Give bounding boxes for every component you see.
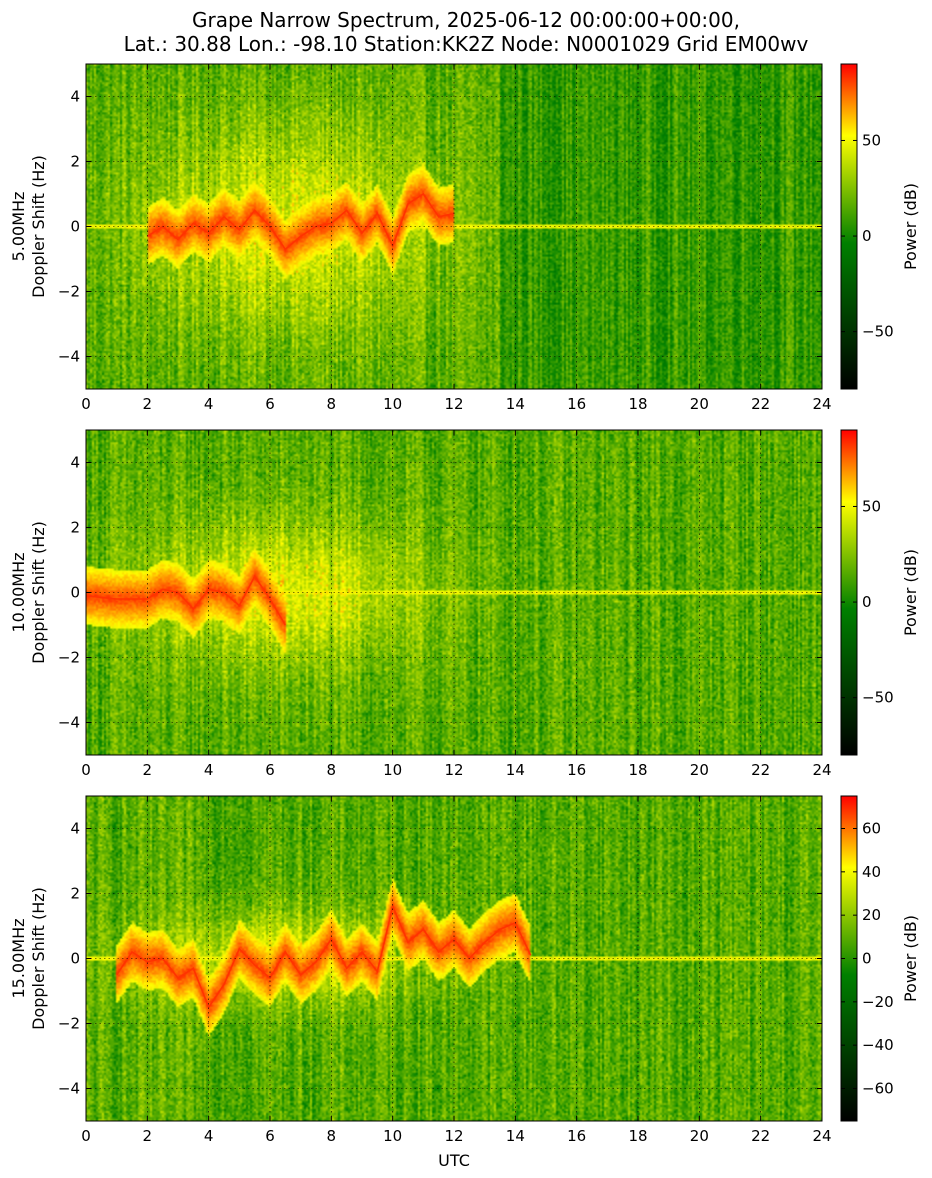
y-tick-label: 2 xyxy=(70,519,80,537)
colorbar-label: Power (dB) xyxy=(901,915,920,1002)
x-tick-label: 14 xyxy=(506,761,525,779)
x-tick-label: 2 xyxy=(143,761,153,779)
x-tick-label: 2 xyxy=(143,395,153,413)
colorbar-tick-label: −50 xyxy=(862,323,894,341)
colorbar xyxy=(840,63,858,390)
y-tick-label: −4 xyxy=(58,714,80,732)
chart-title-line-2: Lat.: 30.88 Lon.: -98.10 Station:KK2Z No… xyxy=(123,32,809,56)
x-tick-label: 14 xyxy=(506,1127,525,1145)
y-tick-label: 2 xyxy=(70,153,80,171)
x-tick-label: 16 xyxy=(567,1127,586,1145)
x-tick-label: 10 xyxy=(383,1127,402,1145)
x-tick-label: 16 xyxy=(567,395,586,413)
colorbar xyxy=(840,429,858,756)
x-tick-label: 16 xyxy=(567,761,586,779)
x-tick-label: 4 xyxy=(204,761,214,779)
x-tick-label: 20 xyxy=(690,395,709,413)
y-tick-label: −2 xyxy=(58,649,80,667)
y-axis-label-frequency: 5.00MHz xyxy=(9,192,28,262)
colorbar-tick-label: 0 xyxy=(862,593,872,611)
x-tick-label: 8 xyxy=(327,395,337,413)
doppler-trace xyxy=(116,903,532,1010)
x-tick-label: 4 xyxy=(204,395,214,413)
y-tick-label: −4 xyxy=(58,1080,80,1098)
x-tick-label: 0 xyxy=(81,761,91,779)
x-tick-label: 22 xyxy=(751,761,770,779)
x-tick-label: 6 xyxy=(265,1127,275,1145)
y-tick-label: 0 xyxy=(70,950,80,968)
y-tick-label: 4 xyxy=(70,820,80,838)
x-tick-label: 4 xyxy=(204,1127,214,1145)
y-axis-label-frequency: 10.00MHz xyxy=(9,552,28,632)
x-tick-label: 12 xyxy=(444,761,463,779)
doppler-trace xyxy=(146,192,455,251)
x-tick-label: 22 xyxy=(751,395,770,413)
y-tick-label: −2 xyxy=(58,283,80,301)
x-tick-label: 12 xyxy=(444,1127,463,1145)
doppler-trace xyxy=(85,574,286,626)
x-tick-label: 6 xyxy=(265,761,275,779)
x-tick-label: 8 xyxy=(327,1127,337,1145)
colorbar-tick-label: 20 xyxy=(862,906,881,924)
y-axis-label-doppler: Doppler Shift (Hz) xyxy=(29,155,48,298)
y-axis-label-doppler: Doppler Shift (Hz) xyxy=(29,521,48,664)
x-tick-label: 0 xyxy=(81,395,91,413)
y-tick-label: 0 xyxy=(70,584,80,602)
y-tick-label: 2 xyxy=(70,885,80,903)
x-tick-label: 10 xyxy=(383,761,402,779)
colorbar-tick-label: 60 xyxy=(862,820,881,838)
x-tick-label: 8 xyxy=(327,761,337,779)
colorbar-tick-label: 0 xyxy=(862,227,872,245)
y-tick-label: −4 xyxy=(58,348,80,366)
x-tick-label: 18 xyxy=(628,761,647,779)
y-axis-label-frequency: 15.00MHz xyxy=(9,918,28,998)
colorbar-tick-label: −20 xyxy=(862,993,894,1011)
y-tick-label: 0 xyxy=(70,218,80,236)
chart-title-line-1: Grape Narrow Spectrum, 2025-06-12 00:00:… xyxy=(192,8,740,32)
x-tick-label: 0 xyxy=(81,1127,91,1145)
x-tick-label: 22 xyxy=(751,1127,770,1145)
x-tick-label: 12 xyxy=(444,395,463,413)
x-tick-label: 18 xyxy=(628,1127,647,1145)
y-tick-label: −2 xyxy=(58,1015,80,1033)
x-tick-label: 20 xyxy=(690,761,709,779)
x-tick-label: 2 xyxy=(143,1127,153,1145)
x-tick-label: 24 xyxy=(812,1127,831,1145)
colorbar-tick-label: −50 xyxy=(862,689,894,707)
x-tick-label: 10 xyxy=(383,395,402,413)
x-tick-label: 24 xyxy=(812,395,831,413)
colorbar-tick-label: 0 xyxy=(862,950,872,968)
x-tick-label: 6 xyxy=(265,395,275,413)
colorbar-label: Power (dB) xyxy=(901,183,920,270)
x-tick-label: 24 xyxy=(812,761,831,779)
x-axis-label: UTC xyxy=(438,1151,470,1170)
x-tick-label: 20 xyxy=(690,1127,709,1145)
colorbar-tick-label: 50 xyxy=(862,497,881,515)
colorbar-label: Power (dB) xyxy=(901,549,920,636)
y-tick-label: 4 xyxy=(70,454,80,472)
y-tick-label: 4 xyxy=(70,88,80,106)
y-axis-label-doppler: Doppler Shift (Hz) xyxy=(29,887,48,1030)
colorbar-tick-label: −40 xyxy=(862,1036,894,1054)
colorbar-tick-label: −60 xyxy=(862,1080,894,1098)
colorbar-tick-label: 50 xyxy=(862,131,881,149)
x-tick-label: 18 xyxy=(628,395,647,413)
x-tick-label: 14 xyxy=(506,395,525,413)
colorbar-tick-label: 40 xyxy=(862,863,881,881)
